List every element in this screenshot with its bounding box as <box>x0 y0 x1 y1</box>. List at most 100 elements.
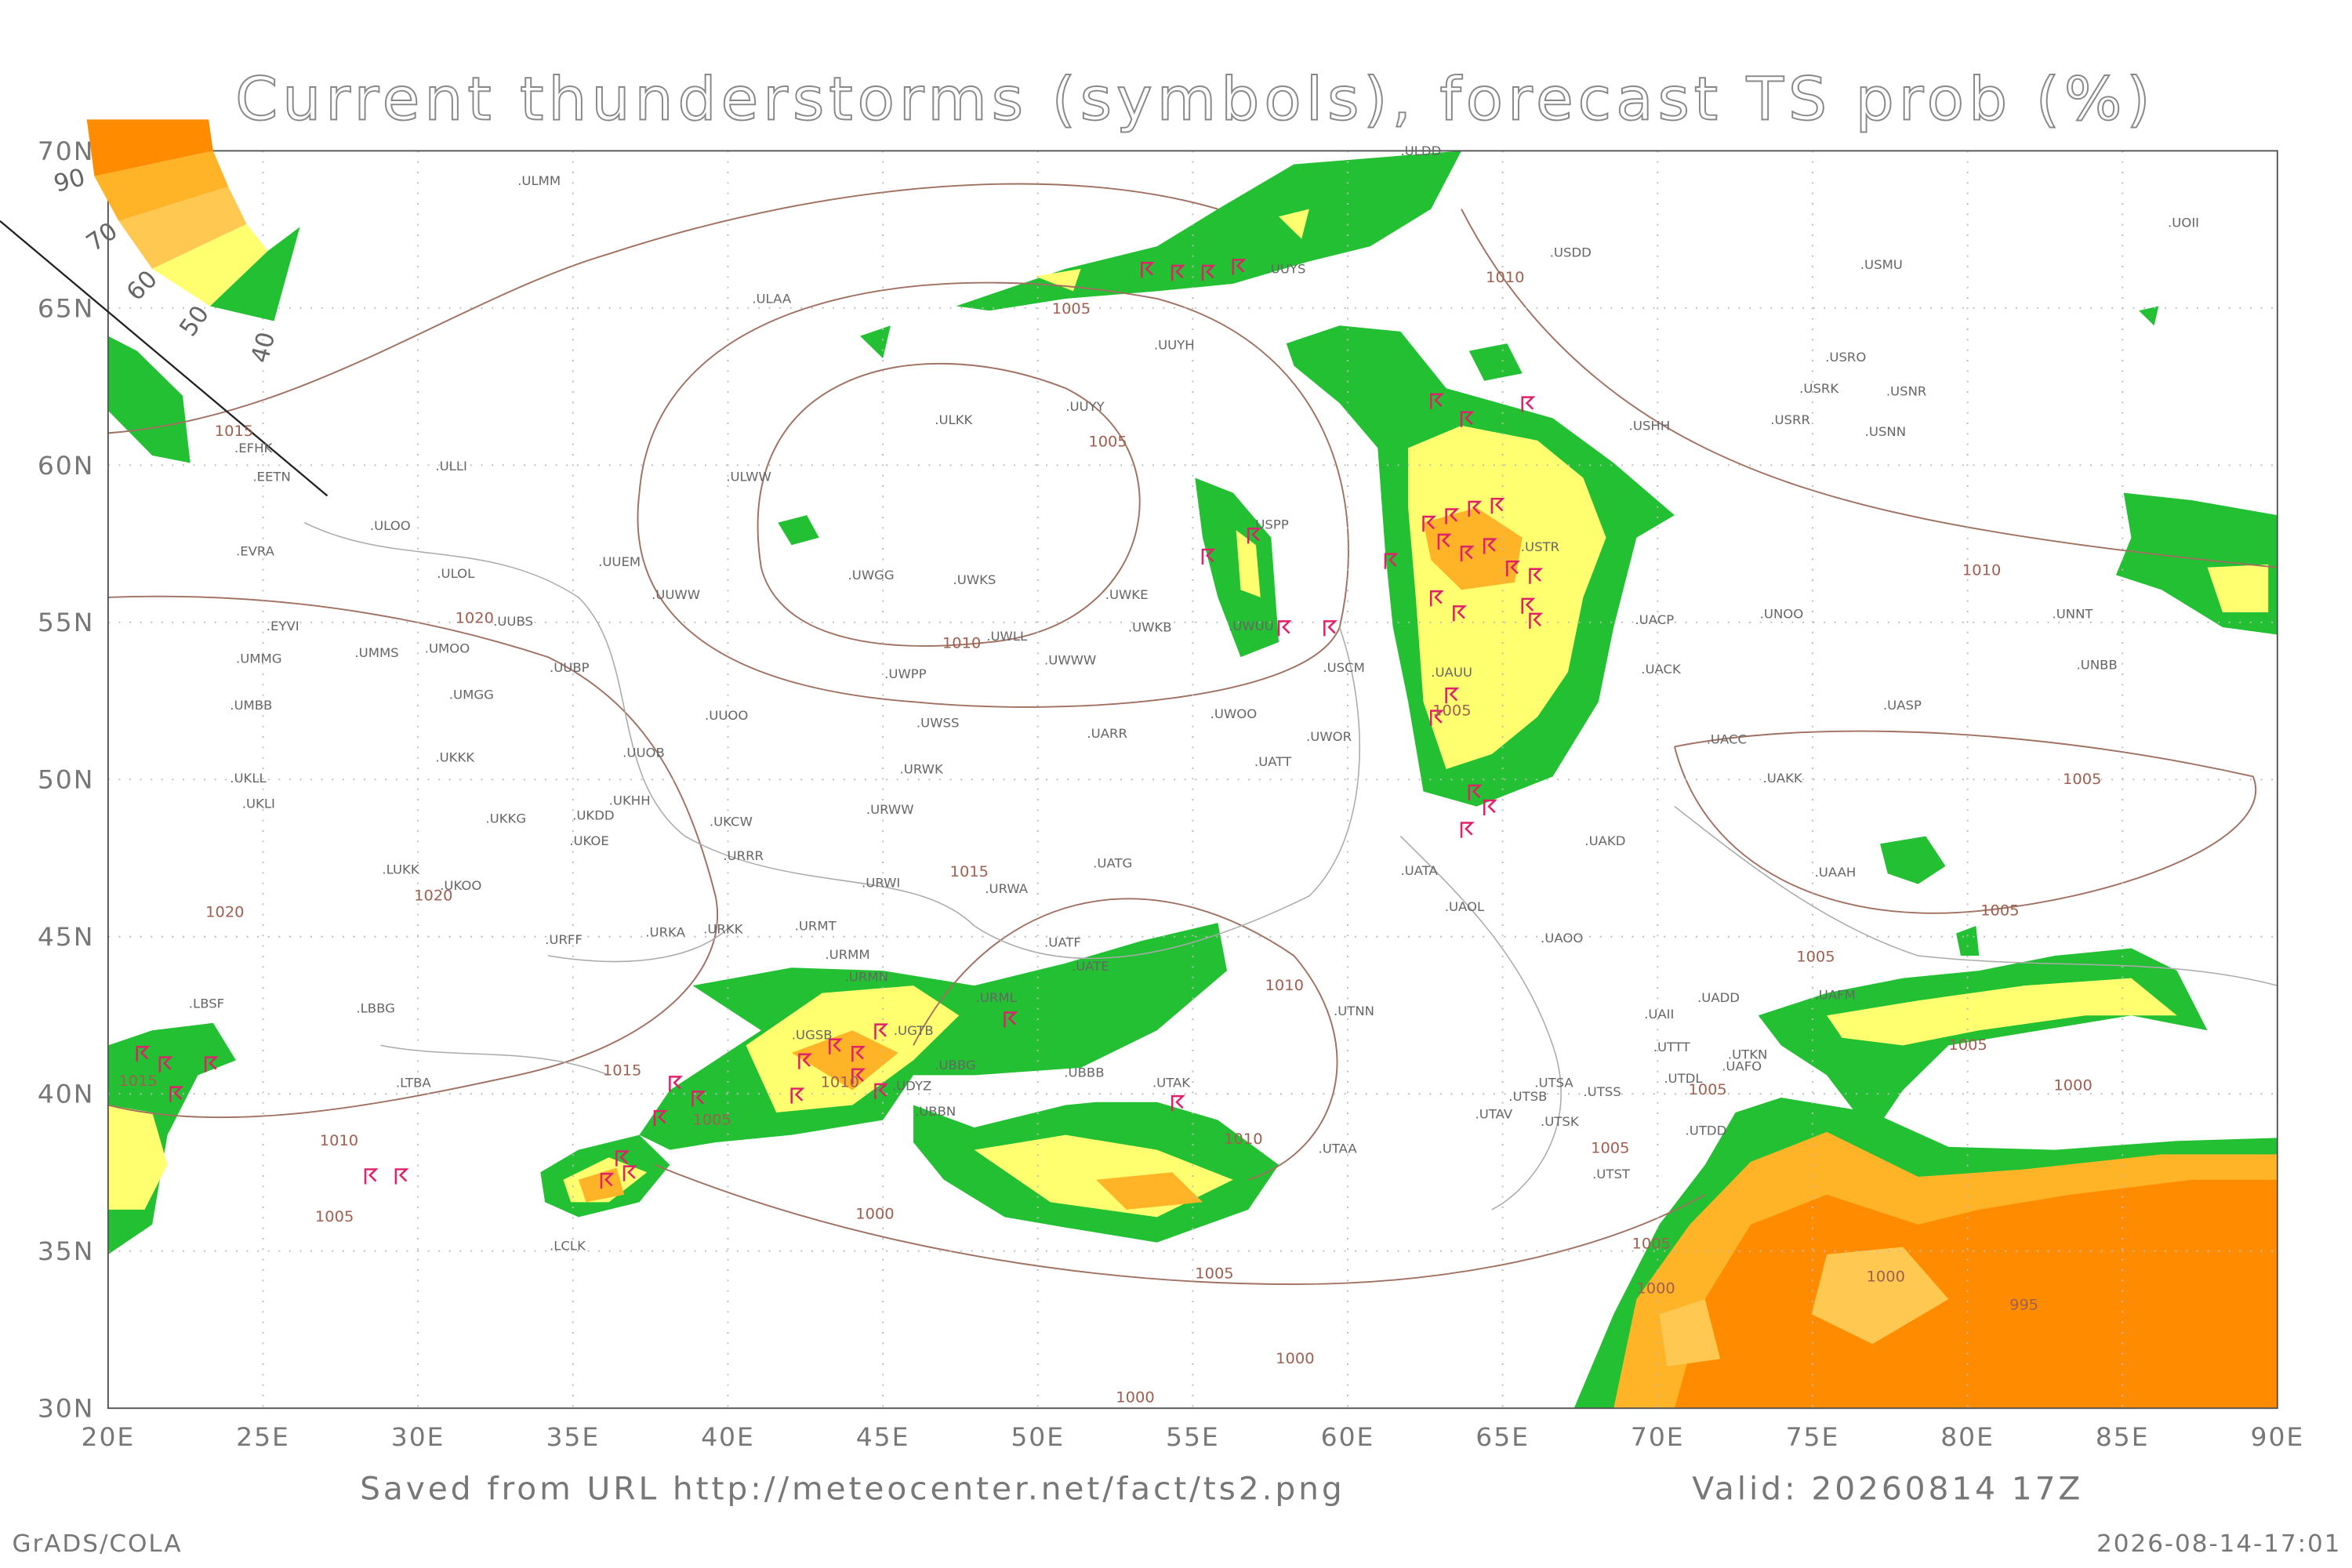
x-tick-label: 25E <box>236 1422 290 1452</box>
x-tick-label: 30E <box>391 1422 445 1452</box>
storm-symbol <box>158 1056 173 1073</box>
storm-symbol <box>1247 528 1261 544</box>
station-label: .ULAA <box>752 292 792 307</box>
station-label: .LUKK <box>382 862 420 877</box>
borders <box>304 521 2278 1210</box>
station-label: .UAOO <box>1541 931 1583 946</box>
y-tick-label: 35N <box>38 1236 95 1266</box>
isobar-label: 1015 <box>950 862 989 880</box>
isobar-label: 1010 <box>1486 268 1524 286</box>
station-label: .UKKG <box>485 811 526 826</box>
station-label: .EETN <box>252 469 290 484</box>
station-label: .UAUU <box>1431 665 1472 680</box>
station-label: .UADD <box>1697 990 1740 1005</box>
storm-symbol <box>1506 560 1520 577</box>
station-label: .ULWW <box>726 469 771 484</box>
isobar-label: 1005 <box>1796 948 1835 966</box>
storm-symbol <box>204 1056 219 1073</box>
storm-symbol <box>394 1168 409 1185</box>
chart-title: Current thunderstorms (symbols), forecas… <box>235 65 2154 134</box>
station-label: .UNOO <box>1760 607 1804 622</box>
legend <box>0 119 328 497</box>
station-label: .UAKD <box>1584 833 1625 848</box>
station-label: .UUOB <box>622 746 665 760</box>
isobar-label: 1020 <box>456 608 494 626</box>
station-label: .USMU <box>1860 257 1903 272</box>
station-label: .UWOO <box>1210 706 1258 721</box>
isobar-label: 1005 <box>1591 1139 1629 1157</box>
station-label: .UKOE <box>569 833 609 848</box>
storm-symbol <box>851 1068 866 1084</box>
station-label: .ULLI <box>435 459 467 474</box>
station-label: .UTST <box>1592 1167 1631 1181</box>
storm-symbol <box>1429 590 1444 607</box>
storm-symbol <box>1445 508 1460 524</box>
storm-symbols <box>136 259 1544 1189</box>
isobar-label: 995 <box>2009 1296 2038 1314</box>
station-label: .UKCW <box>710 814 753 829</box>
station-label: .USHH <box>1629 419 1671 434</box>
storm-symbol <box>622 1165 637 1181</box>
station-label: .UBBG <box>935 1058 975 1073</box>
station-label: .USPP <box>1251 517 1289 532</box>
station-label: .LBSF <box>189 996 224 1011</box>
station-label: .LTBA <box>396 1076 432 1091</box>
storm-symbol <box>1437 533 1452 550</box>
station-label: .EYVI <box>267 619 299 633</box>
storm-symbol <box>1521 396 1536 412</box>
storm-symbol <box>1141 261 1155 278</box>
station-label: .UAFO <box>1722 1059 1762 1074</box>
x-tick-label: 75E <box>1786 1422 1840 1452</box>
station-label: .UWKS <box>953 572 996 587</box>
isobar-label: 1010 <box>1962 561 2001 579</box>
y-tick-label: 50N <box>38 765 95 795</box>
station-label: .UUEM <box>598 554 641 569</box>
storm-symbol <box>1460 822 1475 838</box>
isobar-label: 1000 <box>2053 1076 2092 1094</box>
station-label: .UKOO <box>440 878 481 893</box>
station-label: .UGTB <box>894 1023 934 1038</box>
isobar-label: 1000 <box>855 1204 894 1222</box>
y-tick-label: 40N <box>38 1080 95 1109</box>
station-label: .UBBB <box>1064 1065 1104 1080</box>
storm-symbol <box>1521 597 1536 614</box>
y-tick-label: 60N <box>38 451 95 481</box>
station-label: .ULKK <box>935 412 973 427</box>
storm-symbol <box>1529 612 1544 629</box>
station-label: .UACC <box>1707 732 1747 747</box>
station-label: .URML <box>976 990 1018 1005</box>
y-tick-label: 30N <box>38 1394 95 1424</box>
station-label: .UATA <box>1400 863 1438 878</box>
station-label: .UAFM <box>1815 987 1856 1002</box>
storm-symbol <box>1483 799 1497 815</box>
station-label: .UKKK <box>435 750 475 765</box>
station-label: .UWKE <box>1105 587 1149 602</box>
station-label: .UUYH <box>1154 338 1195 353</box>
isobar-label: 1010 <box>1224 1130 1262 1148</box>
station-label: .URWW <box>866 802 914 817</box>
isobar-label: 1005 <box>1948 1036 1987 1054</box>
station-label: .UNNT <box>2052 607 2093 622</box>
x-tick-label: 90E <box>2251 1422 2305 1452</box>
x-tick-label: 35E <box>546 1422 600 1452</box>
station-label: .ULDD <box>1400 143 1441 158</box>
station-label: .UTAK <box>1152 1076 1191 1091</box>
storm-symbol <box>669 1076 684 1092</box>
station-label: .UDYZ <box>892 1079 931 1094</box>
station-label: .URWK <box>900 762 945 777</box>
station-label: .UTDD <box>1686 1123 1727 1138</box>
isobar-label: 1010 <box>942 634 981 652</box>
station-label: .ULMM <box>517 173 561 188</box>
y-tick-label: 45N <box>38 922 95 952</box>
isobar-label: 1010 <box>1265 976 1304 994</box>
station-label: .UTSB <box>1508 1089 1547 1104</box>
station-label: .UKDD <box>572 808 615 823</box>
isobar-label: 1020 <box>414 887 452 905</box>
map-frame <box>107 150 2278 1410</box>
station-label: .LCLK <box>550 1238 586 1253</box>
x-tick-label: 45E <box>856 1422 910 1452</box>
station-label: .ULOL <box>437 566 475 581</box>
station-label: .URRR <box>723 848 764 863</box>
station-label: .UATE <box>1072 959 1109 974</box>
